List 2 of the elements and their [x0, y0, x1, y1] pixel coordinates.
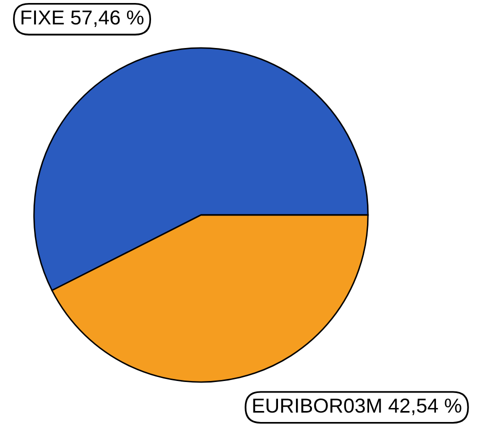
slice-label: FIXE 57,46 %	[22, 10, 144, 27]
slice-label: EURIBOR03M 42,54 %	[253, 398, 462, 416]
